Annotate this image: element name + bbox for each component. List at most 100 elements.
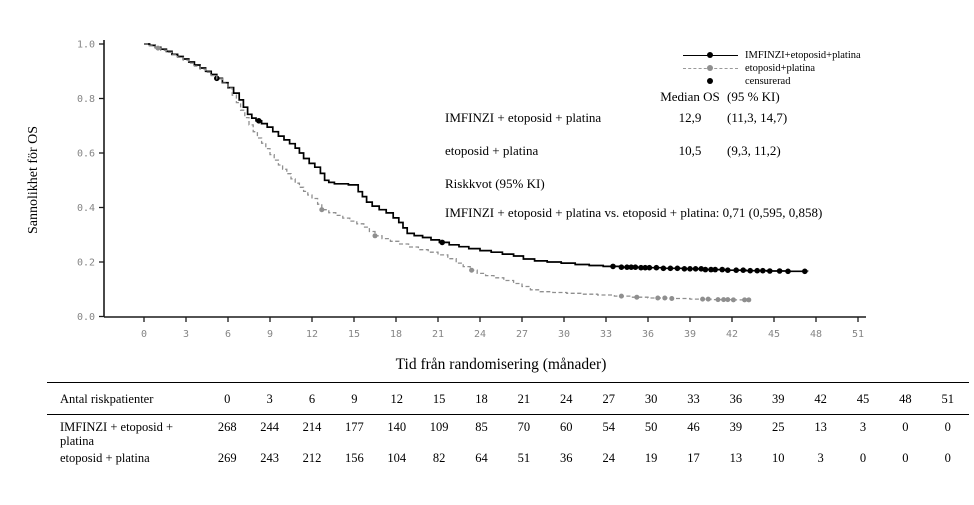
risk-time-header: 12 bbox=[390, 392, 403, 406]
legend-label: censurerad bbox=[745, 76, 791, 87]
stats-annotation: Median OS (95 % KI) IMFINZI + etoposid +… bbox=[445, 89, 865, 221]
risk-time-header: 15 bbox=[432, 392, 446, 406]
censor-mark-icon bbox=[674, 265, 681, 272]
x-tick-label: 33 bbox=[600, 329, 612, 340]
risk-time-header: 51 bbox=[941, 392, 955, 406]
x-tick-label: 24 bbox=[474, 329, 486, 340]
censor-mark-icon bbox=[708, 266, 714, 273]
x-tick-label: 51 bbox=[852, 329, 864, 340]
censor-mark-icon bbox=[700, 296, 706, 302]
legend-item-imfinzi: IMFINZI+etoposid+platina bbox=[683, 49, 963, 62]
risk-cell: 0 bbox=[944, 451, 951, 465]
censor-mark-icon bbox=[767, 268, 773, 274]
censor-mark-icon bbox=[776, 268, 783, 274]
censor-mark-icon bbox=[746, 297, 752, 303]
risk-cell: 212 bbox=[302, 451, 322, 465]
risk-cell: 13 bbox=[729, 451, 743, 465]
y-tick-label: 0.6 bbox=[77, 149, 95, 160]
km-plot: 0 3 6 9 12 15 18 21 24 27 30 33 36 39 42 45 48 510.00.20.… bbox=[26, 40, 866, 373]
stats-row-ci: (9,3, 11,2) bbox=[727, 143, 781, 158]
x-tick-label: 27 bbox=[516, 329, 528, 340]
stats-row-ci: (11,3, 14,7) bbox=[727, 110, 788, 125]
risk-cell: 243 bbox=[260, 451, 279, 465]
x-tick-label: 42 bbox=[726, 329, 738, 340]
censor-mark-icon bbox=[319, 207, 325, 213]
censor-mark-icon bbox=[687, 266, 693, 272]
censor-mark-icon bbox=[655, 295, 661, 301]
censor-mark-icon bbox=[632, 264, 639, 271]
x-tick-label: 30 bbox=[558, 329, 570, 340]
risk-cell: 104 bbox=[387, 451, 407, 465]
censor-mark-icon bbox=[653, 264, 660, 271]
censor-mark-icon bbox=[702, 266, 709, 273]
risk-cell: 24 bbox=[602, 451, 615, 465]
risk-time-header: 6 bbox=[308, 392, 316, 406]
y-tick-label: 0.0 bbox=[77, 312, 95, 323]
risk-cell: 60 bbox=[560, 420, 573, 434]
censor-mark-icon bbox=[754, 267, 760, 274]
censor-mark-icon bbox=[747, 267, 753, 274]
risk-cell: 3 bbox=[859, 420, 867, 434]
x-tick-label: 6 bbox=[225, 329, 231, 340]
risk-table-header: Antal riskpatienter 0 3 6 9 12 15 18 21 24 27 30 33… bbox=[47, 383, 969, 415]
censor-mark-icon bbox=[628, 264, 634, 271]
risk-cell: 17 bbox=[687, 451, 700, 465]
censor-mark-icon bbox=[733, 267, 739, 274]
censor-mark-icon bbox=[610, 263, 616, 270]
risk-time-header: 36 bbox=[729, 392, 743, 406]
censor-mark-icon bbox=[760, 267, 766, 274]
censor-mark-icon bbox=[692, 266, 699, 272]
censored-dot-icon bbox=[683, 75, 738, 88]
censor-mark-icon bbox=[372, 233, 378, 239]
solid-line-swatch-icon bbox=[683, 49, 738, 62]
risk-cell: 36 bbox=[560, 451, 573, 465]
risk-cell: 46 bbox=[687, 420, 700, 434]
risk-cell: 54 bbox=[602, 420, 615, 434]
risk-cell: 3 bbox=[817, 451, 824, 465]
censor-mark-icon bbox=[618, 264, 625, 271]
censor-mark-icon bbox=[725, 297, 731, 303]
legend-item-etoposid: etoposid+platina bbox=[683, 62, 963, 75]
x-tick-label: 9 bbox=[267, 329, 273, 340]
hazard-ratio-text: IMFINZI + etoposid + platina vs. etoposi… bbox=[445, 205, 823, 220]
censor-mark-icon bbox=[712, 266, 718, 273]
risk-time-header: 27 bbox=[602, 392, 615, 406]
dashed-line-swatch-icon bbox=[683, 62, 738, 75]
stats-spacer bbox=[445, 89, 657, 110]
risk-cell: 244 bbox=[260, 420, 279, 434]
censor-marks-imfinzi bbox=[214, 75, 808, 275]
risk-cell: 214 bbox=[302, 420, 322, 434]
y-tick-label: 1.0 bbox=[77, 40, 95, 51]
censor-mark-icon bbox=[719, 266, 725, 273]
legend-label: etoposid+platina bbox=[745, 63, 816, 74]
risk-time-header: 30 bbox=[644, 392, 658, 406]
risk-cell: 109 bbox=[429, 420, 449, 434]
censor-mark-icon bbox=[660, 265, 667, 272]
censor-mark-icon bbox=[439, 239, 446, 246]
censor-mark-icon bbox=[730, 297, 736, 303]
censor-mark-icon bbox=[721, 297, 727, 303]
censor-mark-icon bbox=[646, 264, 653, 271]
stats-row-label: IMFINZI + etoposid + platina bbox=[445, 110, 602, 125]
stats-row-label: etoposid + platina bbox=[445, 143, 539, 158]
risk-time-header: 48 bbox=[899, 392, 912, 406]
censor-mark-icon bbox=[698, 266, 704, 272]
censor-mark-icon bbox=[802, 268, 808, 275]
censor-mark-icon bbox=[669, 296, 675, 301]
table-row: etoposid + platina 269 243 212 156 104 82 64 51… bbox=[47, 449, 969, 472]
km-curve-etoposid bbox=[144, 43, 751, 301]
risk-cell: 70 bbox=[517, 420, 531, 434]
risk-cell: 0 bbox=[859, 451, 867, 465]
risk-table-title: Antal riskpatienter bbox=[60, 392, 154, 406]
censor-mark-icon bbox=[618, 293, 624, 299]
risk-cell: 19 bbox=[644, 451, 658, 465]
legend-item-censored: censurerad bbox=[683, 75, 963, 88]
censor-mark-icon bbox=[667, 265, 674, 272]
risk-cell: 269 bbox=[217, 451, 237, 465]
risk-cell: 39 bbox=[729, 420, 743, 434]
risk-cell: 140 bbox=[387, 420, 407, 434]
risk-time-header: 45 bbox=[856, 392, 870, 406]
risk-cell: 51 bbox=[517, 451, 531, 465]
risk-row-label: etoposid + platina bbox=[60, 451, 150, 465]
censor-mark-icon bbox=[740, 267, 746, 274]
